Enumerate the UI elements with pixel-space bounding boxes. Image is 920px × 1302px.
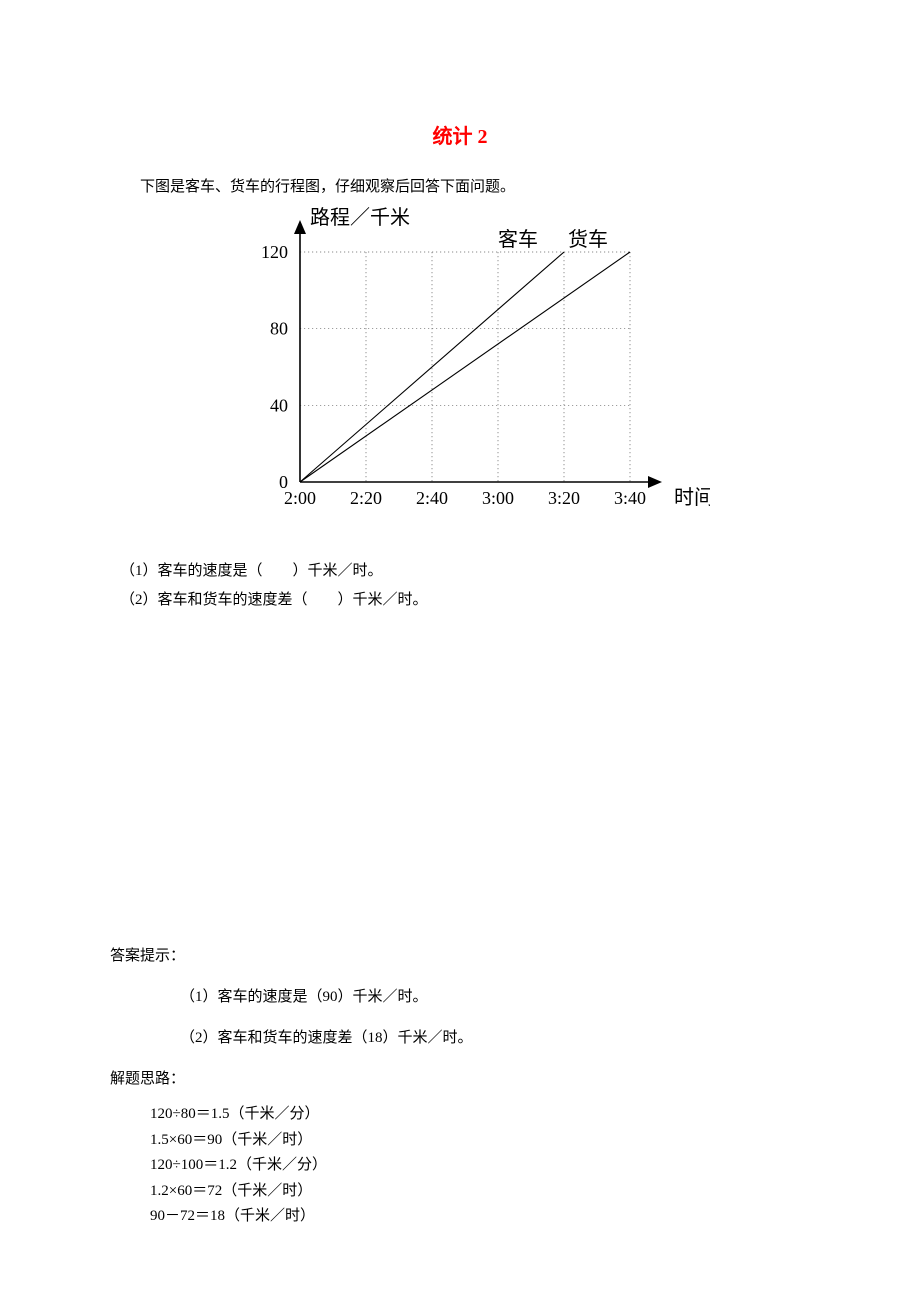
- svg-text:货车: 货车: [568, 228, 608, 251]
- travel-chart: 040801202:002:202:403:003:203:40路程／千米时间客…: [190, 202, 710, 542]
- answer-2: （2）客车和货车的速度差（18）千米／时。: [180, 1026, 810, 1047]
- svg-text:120: 120: [261, 242, 288, 262]
- svg-text:3:00: 3:00: [482, 488, 514, 508]
- svg-text:客车: 客车: [498, 228, 538, 251]
- solution-step: 1.2×60＝72（千米／时）: [150, 1179, 810, 1205]
- svg-text:3:40: 3:40: [614, 488, 646, 508]
- svg-text:时间: 时间: [674, 486, 710, 509]
- question-1: （1）客车的速度是（ ）千米／时。: [120, 557, 810, 586]
- solution-header: 解题思路：: [110, 1067, 810, 1088]
- intro-text: 下图是客车、货车的行程图，仔细观察后回答下面问题。: [140, 175, 810, 196]
- spacer: [110, 614, 810, 944]
- svg-text:40: 40: [270, 395, 288, 415]
- page: 统计 2 下图是客车、货车的行程图，仔细观察后回答下面问题。 040801202…: [0, 0, 920, 1302]
- svg-text:路程／千米: 路程／千米: [310, 206, 410, 229]
- question-2: （2）客车和货车的速度差（ ）千米／时。: [120, 586, 810, 615]
- solution-step: 1.5×60＝90（千米／时）: [150, 1128, 810, 1154]
- answer-header: 答案提示：: [110, 944, 810, 965]
- svg-text:80: 80: [270, 319, 288, 339]
- solution-step: 90－72＝18（千米／时）: [150, 1204, 810, 1230]
- svg-text:2:40: 2:40: [416, 488, 448, 508]
- answer-1: （1）客车的速度是（90）千米／时。: [180, 985, 810, 1006]
- solution-step: 120÷100＝1.2（千米／分）: [150, 1153, 810, 1179]
- page-title: 统计 2: [110, 120, 810, 149]
- chart-container: 040801202:002:202:403:003:203:40路程／千米时间客…: [190, 202, 810, 547]
- solution-steps: 120÷80＝1.5（千米／分）1.5×60＝90（千米／时）120÷100＝1…: [110, 1102, 810, 1230]
- solution-step: 120÷80＝1.5（千米／分）: [150, 1102, 810, 1128]
- svg-text:2:00: 2:00: [284, 488, 316, 508]
- svg-text:2:20: 2:20: [350, 488, 382, 508]
- svg-text:3:20: 3:20: [548, 488, 580, 508]
